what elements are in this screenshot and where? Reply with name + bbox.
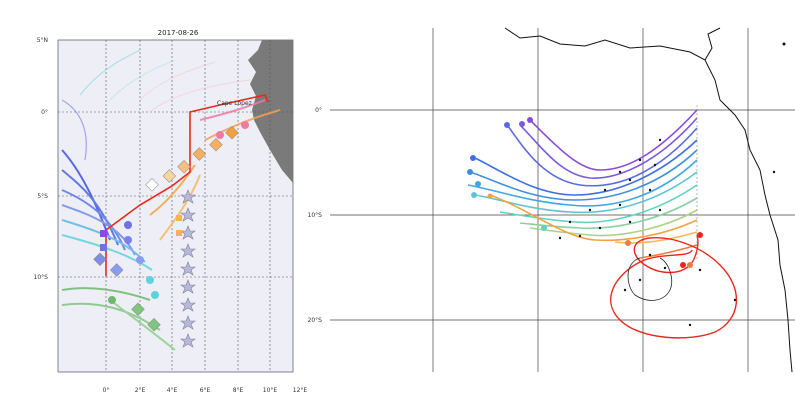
left-red-track bbox=[105, 94, 269, 276]
left-annotation: Cape Lopez bbox=[217, 100, 252, 107]
svg-text:5°N: 5°N bbox=[37, 37, 48, 44]
svg-text:0°: 0° bbox=[315, 107, 322, 114]
left-square-markers bbox=[100, 215, 182, 251]
svg-text:0°: 0° bbox=[103, 387, 110, 394]
right-red-loop bbox=[610, 234, 737, 339]
svg-text:4°E: 4°E bbox=[167, 387, 178, 394]
svg-text:10°E: 10°E bbox=[263, 387, 278, 394]
svg-text:5°S: 5°S bbox=[37, 193, 48, 200]
svg-text:8°E: 8°E bbox=[233, 387, 244, 394]
island-marker-2 bbox=[772, 170, 776, 174]
left-lon-labels: 0° 2°E 4°E 6°E 8°E 10°E 12°E bbox=[103, 387, 308, 394]
right-black-loop bbox=[627, 257, 673, 301]
svg-text:10°S: 10°S bbox=[34, 274, 49, 281]
left-circle-markers bbox=[108, 121, 249, 304]
left-diamond-markers bbox=[93, 125, 239, 332]
svg-text:20°S: 20°S bbox=[308, 317, 323, 324]
left-star-markers bbox=[180, 189, 196, 348]
right-coastline bbox=[504, 27, 793, 373]
right-track-dots bbox=[558, 138, 737, 327]
right-map-panel: 0° 10°S 20°S bbox=[308, 27, 795, 373]
right-start-markers bbox=[467, 117, 703, 268]
island-marker bbox=[782, 42, 786, 46]
left-map-gridlines bbox=[58, 40, 293, 372]
right-trajectories bbox=[467, 109, 698, 259]
svg-text:6°E: 6°E bbox=[200, 387, 211, 394]
left-map-panel: 2017-08-26 bbox=[34, 29, 308, 394]
svg-text:10°S: 10°S bbox=[308, 212, 323, 219]
svg-text:0°: 0° bbox=[41, 109, 48, 116]
left-map-title: 2017-08-26 bbox=[158, 29, 199, 37]
right-lat-labels: 0° 10°S 20°S bbox=[308, 107, 323, 324]
left-map-land bbox=[248, 40, 293, 183]
left-background-tracks bbox=[61, 49, 251, 161]
svg-text:12°E: 12°E bbox=[293, 387, 308, 394]
left-lat-labels: 5°N 0° 5°S 10°S bbox=[34, 37, 49, 281]
svg-text:2°E: 2°E bbox=[135, 387, 146, 394]
